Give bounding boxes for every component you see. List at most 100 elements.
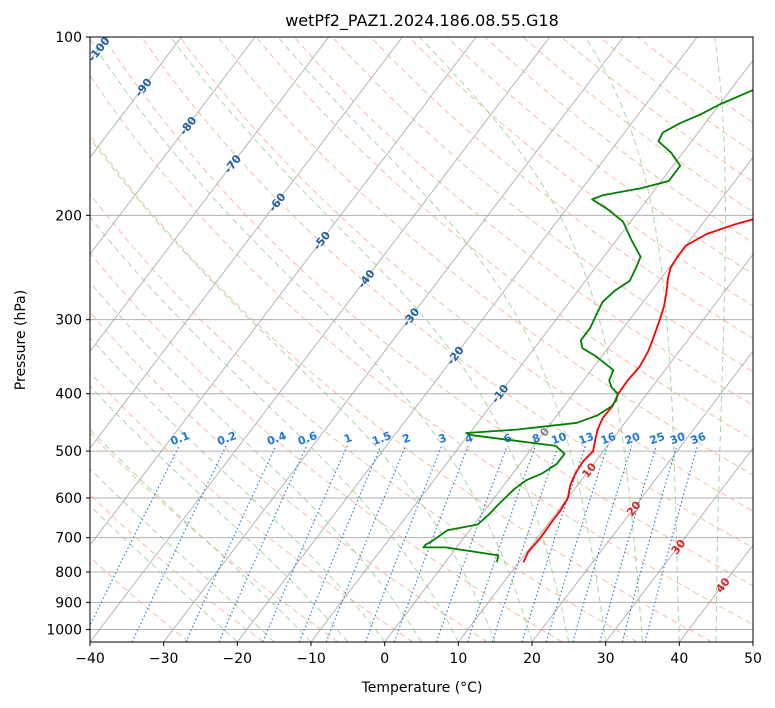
mixing-ratio-label: 16: [599, 430, 618, 448]
mixing-ratio-line: [325, 445, 407, 642]
isotherm-label: -90: [132, 75, 155, 99]
y-axis-label: Pressure (hPa): [13, 290, 29, 390]
mixing-ratio-label: 13: [577, 430, 596, 447]
isotherm-line: [90, 37, 182, 159]
isotherm-line: [90, 37, 477, 546]
isotherm-line: [752, 641, 753, 642]
mixing-ratio-label: 30: [668, 430, 687, 448]
dry-adiabat: [637, 37, 753, 124]
mixing-ratio-line: [262, 445, 348, 642]
mixing-ratio-line: [218, 445, 308, 642]
mixing-ratio-label: 2: [401, 431, 413, 446]
isotherm-line: [90, 37, 551, 642]
moist-adiabat: [419, 37, 643, 642]
dewpoint-line: [422, 88, 753, 563]
y-tick-label: 1000: [46, 622, 82, 638]
dry-adiabat: [90, 74, 753, 625]
mixing-ratio-line: [393, 445, 469, 642]
isotherm-line: [605, 447, 753, 642]
dry-adiabat: [90, 371, 414, 642]
moist-adiabat: [90, 216, 459, 642]
dry-adiabat: [446, 37, 753, 275]
mixing-ratio-line: [621, 445, 678, 642]
isotherm-label: -30: [400, 305, 423, 329]
isotherm-label: -60: [266, 190, 289, 214]
isotherm-line: [384, 156, 753, 642]
isotherm-label: -40: [355, 267, 378, 291]
y-tick-label: 500: [55, 444, 82, 460]
x-tick-label: −10: [296, 651, 326, 667]
dry-adiabat: [370, 37, 753, 340]
mixing-ratio-label: 0.2: [215, 429, 238, 448]
isotherm-label: 40: [713, 575, 733, 595]
isotherm-label: -10: [489, 382, 512, 406]
dry-adiabat: [560, 37, 753, 183]
isotherm-line: [236, 37, 698, 642]
moist-adiabat: [714, 37, 726, 642]
mixing-ratio-label: 0.6: [296, 429, 319, 448]
moist-adiabat: [90, 137, 496, 642]
x-tick-label: −30: [149, 651, 179, 667]
isotherm-line: [457, 253, 753, 642]
plot-frame: [89, 36, 754, 643]
moist-adiabat: [584, 37, 680, 642]
dry-adiabat: [90, 252, 563, 642]
mixing-ratio-label: 4: [463, 431, 475, 446]
mixing-ratio-line: [521, 445, 586, 642]
isotherm-label: -70: [222, 152, 245, 176]
mixing-ratio-label: 36: [689, 430, 708, 448]
mixing-ratio-label: 6: [502, 431, 514, 446]
x-tick-label: 20: [523, 651, 541, 667]
y-tick-label: 300: [55, 313, 82, 329]
x-tick-label: 50: [744, 651, 762, 667]
mixing-ratio-line: [185, 445, 277, 642]
moist-adiabat: [752, 625, 753, 642]
mixing-ratio-line: [644, 445, 699, 642]
mixing-ratio-label: 0.4: [265, 429, 288, 448]
y-tick-label: 200: [55, 208, 82, 224]
mixing-ratio-line: [466, 445, 537, 642]
dry-adiabat: [599, 37, 753, 153]
dry-adiabat: [90, 432, 339, 642]
isotherm-line: [90, 37, 256, 256]
isotherm-line: [678, 544, 753, 642]
profile-series: [422, 88, 753, 563]
isotherm-label: -80: [177, 114, 200, 138]
moist-adiabat: [90, 505, 238, 642]
dry-adiabat: [522, 37, 753, 213]
mixing-ratio-line: [364, 445, 443, 642]
dry-adiabat: [332, 37, 753, 373]
mixing-ratio-label: 3: [437, 431, 449, 446]
mixing-ratio-label: 8: [530, 431, 542, 446]
moist-adiabat: [90, 428, 312, 642]
dry-adiabat: [103, 37, 753, 587]
y-tick-label: 600: [55, 491, 82, 507]
x-tick-label: 0: [380, 651, 389, 667]
moist-adiabat: [90, 337, 386, 642]
mixing-ratio-line: [491, 445, 559, 642]
y-tick-label: 400: [55, 387, 82, 403]
x-tick-label: −20: [223, 651, 253, 667]
moist-adiabat: [277, 37, 607, 642]
x-axis-label: Temperature (°C): [361, 680, 483, 696]
dry-adiabat: [408, 37, 753, 307]
x-tick-label: −40: [75, 651, 105, 667]
moist-adiabat: [90, 38, 533, 642]
mixing-ratio-line: [298, 445, 382, 642]
background-lines: [90, 37, 753, 642]
mixing-ratio-line: [435, 445, 508, 642]
dry-adiabat: [179, 37, 753, 512]
y-tick-label: 800: [55, 565, 82, 581]
isotherm-label: 20: [624, 498, 644, 518]
moist-adiabat: [90, 468, 275, 642]
isotherm-label: -50: [311, 229, 334, 253]
dry-adiabat: [141, 37, 753, 549]
mixing-ratio-line: [131, 445, 227, 642]
chart-title: wetPf2_PAZ1.2024.186.08.55.G18: [285, 11, 559, 31]
background-labels: 0.1 0.2 0.4 0.6 1 1.5 2 3 4 6 8 10 13 16 20 25 30 36-100-…: [90, 37, 733, 595]
dry-adiabat: [217, 37, 753, 476]
temperature-line: [522, 218, 753, 563]
mixing-ratio-label: 1: [342, 431, 354, 446]
dry-adiabat: [255, 37, 753, 441]
